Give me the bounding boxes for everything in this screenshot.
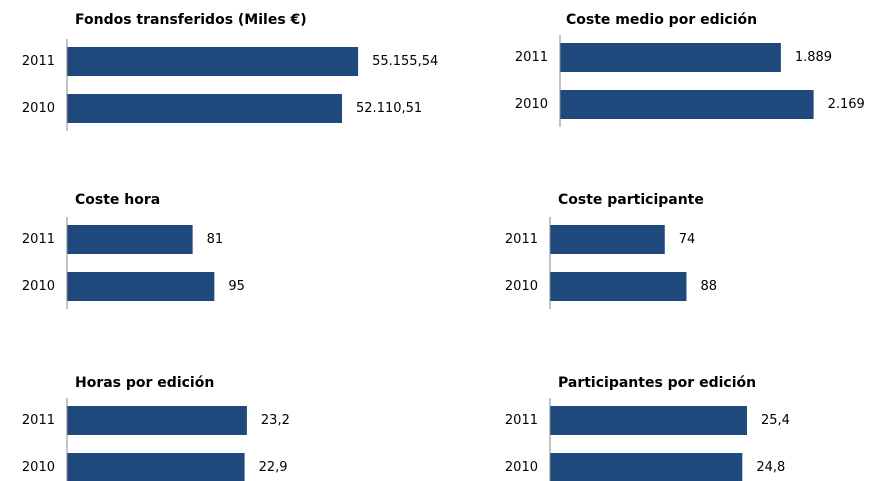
chart-title: Horas por edición [75,375,214,391]
value-label: 81 [207,232,224,247]
value-label: 1.889 [795,50,832,65]
value-label: 25,4 [761,413,790,428]
value-label: 2.169 [828,97,865,112]
category-label: 2010 [22,279,55,294]
value-label: 95 [228,279,245,294]
category-label: 2010 [22,460,55,475]
value-label: 22,9 [259,460,288,475]
bar [67,47,359,76]
category-label: 2010 [505,279,538,294]
value-label: 55.155,54 [372,54,438,69]
chart-title: Coste medio por edición [566,12,757,28]
bar [550,453,743,481]
category-label: 2011 [22,413,55,428]
chart-title: Fondos transferidos (Miles €) [75,12,307,28]
value-label: 24,8 [756,460,785,475]
category-label: 2010 [22,101,55,116]
chart-title: Coste participante [558,192,704,208]
bar [67,272,215,301]
category-label: 2011 [505,413,538,428]
bar [67,225,193,254]
bar [67,94,343,123]
category-label: 2011 [22,54,55,69]
chart-title: Participantes por edición [558,375,756,391]
category-label: 2011 [515,50,548,65]
bar [67,453,245,481]
bar [67,406,247,435]
category-label: 2010 [505,460,538,475]
value-label: 74 [679,232,696,247]
bar [560,90,814,119]
value-label: 88 [700,279,717,294]
value-label: 23,2 [261,413,290,428]
bar [550,225,665,254]
bar [550,272,687,301]
value-label: 52.110,51 [356,101,422,116]
bar [560,43,781,72]
bar [550,406,747,435]
category-label: 2010 [515,97,548,112]
category-label: 2011 [22,232,55,247]
category-label: 2011 [505,232,538,247]
chart-title: Coste hora [75,192,160,208]
